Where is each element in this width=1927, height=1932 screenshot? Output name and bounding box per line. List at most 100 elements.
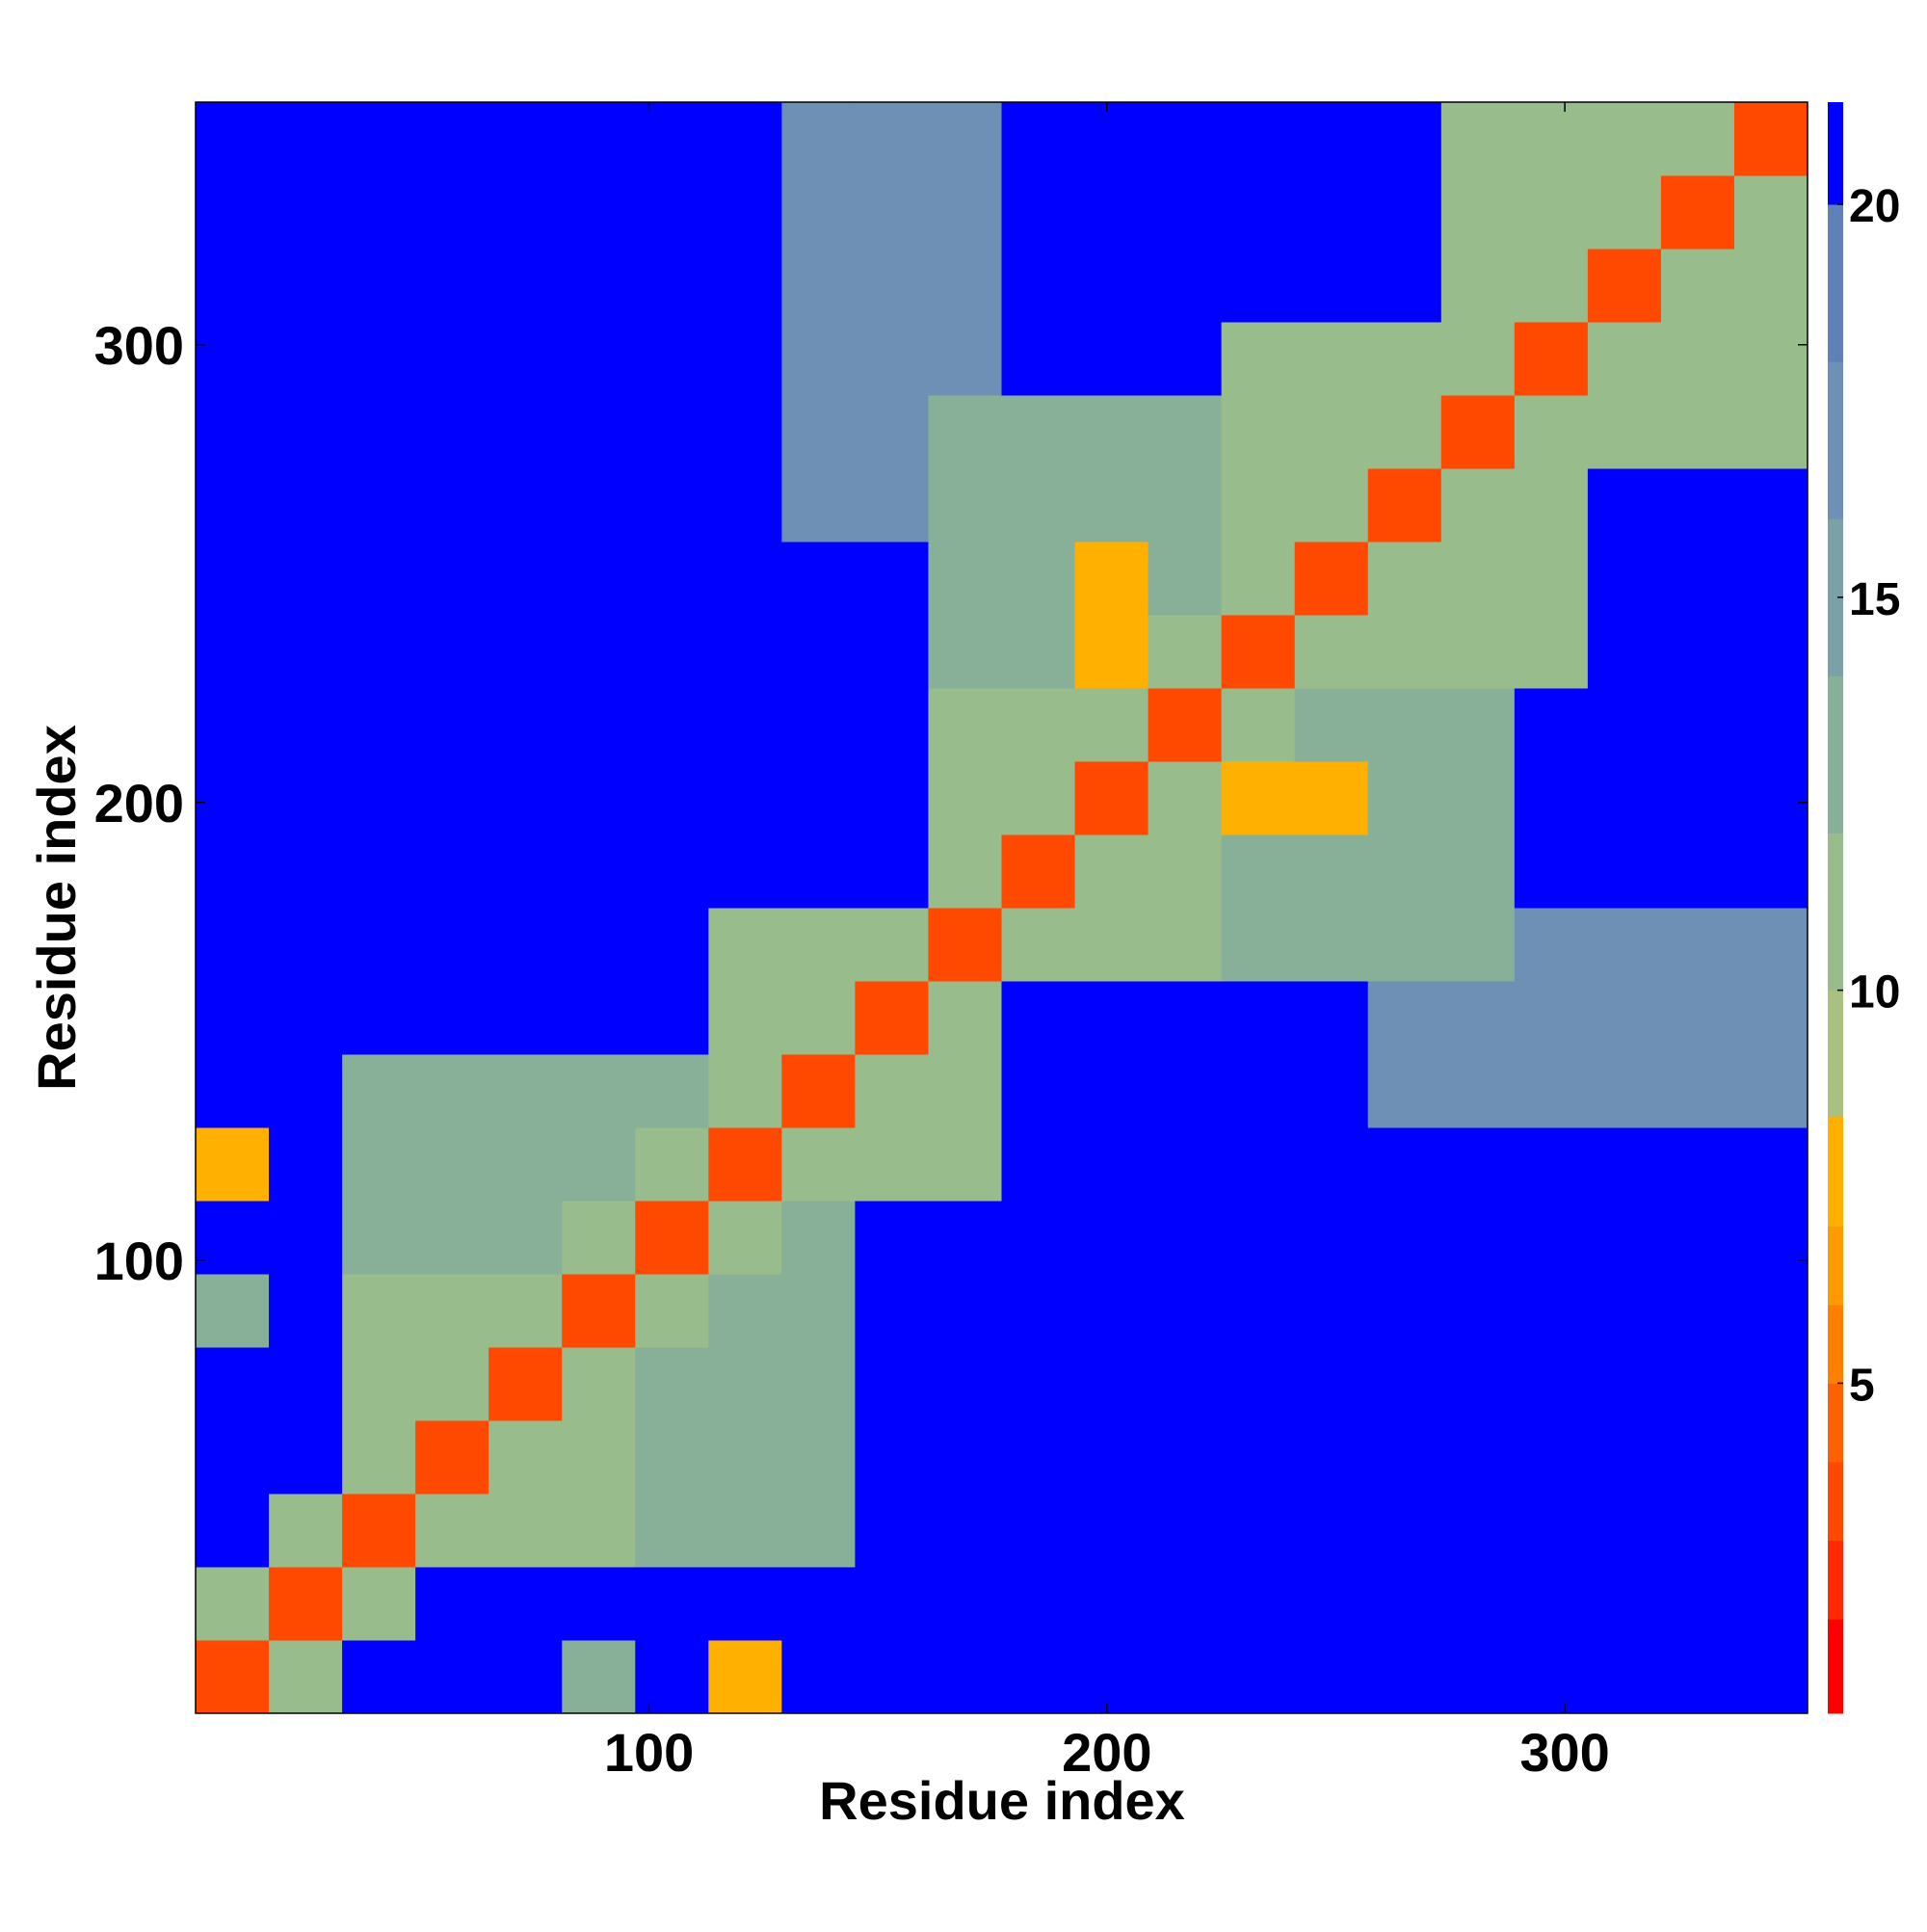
heatmap-cell — [1514, 615, 1589, 689]
heatmap-cell — [1221, 1494, 1296, 1568]
heatmap-cell — [342, 615, 416, 689]
heatmap-cell — [196, 908, 270, 982]
heatmap-cell — [1367, 542, 1442, 616]
heatmap-cell — [415, 981, 489, 1055]
heatmap-cell — [1733, 615, 1808, 689]
heatmap-cell — [928, 1640, 1002, 1714]
colorbar-segment — [1828, 1116, 1843, 1227]
heatmap-cell — [855, 1054, 929, 1128]
heatmap-cell — [855, 761, 929, 835]
heatmap-cell — [1001, 1420, 1076, 1495]
heatmap-cell — [488, 542, 563, 616]
colorbar-segment — [1828, 102, 1843, 205]
heatmap-cell — [1148, 1567, 1223, 1641]
heatmap-cell — [1148, 1054, 1223, 1128]
heatmap-cell — [1148, 102, 1223, 176]
heatmap-cell — [1221, 615, 1296, 689]
heatmap-cell — [781, 395, 856, 469]
heatmap-cell — [1587, 1274, 1662, 1348]
y-tick-label: 200 — [94, 773, 184, 834]
heatmap-cell — [1148, 1640, 1223, 1714]
heatmap-cell — [562, 1127, 636, 1202]
heatmap-cell — [1294, 688, 1369, 762]
heatmap-cell — [708, 468, 782, 543]
heatmap-cell — [781, 249, 856, 323]
heatmap-cell — [1367, 1201, 1442, 1275]
heatmap-cell — [928, 249, 1002, 323]
heatmap-cell — [488, 688, 563, 762]
heatmap-cell — [1660, 322, 1735, 396]
heatmap-cell — [1587, 1054, 1662, 1128]
heatmap-cell — [1440, 542, 1516, 616]
heatmap-cell — [342, 1274, 416, 1348]
heatmap-cell — [928, 1420, 1002, 1495]
heatmap-cell — [781, 834, 856, 909]
heatmap-cell — [342, 395, 416, 469]
heatmap-cell — [708, 395, 782, 469]
heatmap-cell — [1221, 468, 1296, 543]
heatmap-cell — [415, 615, 489, 689]
heatmap-cell — [1733, 249, 1808, 323]
heatmap-cell — [781, 1494, 856, 1568]
heatmap-cell — [708, 249, 782, 323]
heatmap-cell — [1514, 322, 1589, 396]
heatmap-cell — [781, 908, 856, 982]
heatmap-cell — [1587, 615, 1662, 689]
heatmap-cell — [196, 175, 270, 250]
y-tick-label: 300 — [94, 315, 184, 376]
colorbar-segment — [1828, 361, 1843, 519]
heatmap-cell — [708, 981, 782, 1055]
heatmap-cell — [635, 322, 709, 396]
heatmap-cell — [269, 1494, 343, 1568]
heatmap-cell — [781, 1420, 856, 1495]
heatmap-cell — [415, 1127, 489, 1202]
heatmap-cell — [269, 615, 343, 689]
heatmap-cell — [196, 834, 270, 909]
heatmap-cell — [1587, 981, 1662, 1055]
heatmap-cell — [1733, 395, 1808, 469]
heatmap-cell — [1733, 1494, 1808, 1568]
heatmap-cell — [1733, 322, 1808, 396]
heatmap-cell — [1148, 1274, 1223, 1348]
heatmap-cell — [1221, 322, 1296, 396]
heatmap-cell — [342, 1201, 416, 1275]
heatmap-cell — [488, 1054, 563, 1128]
heatmap-cell — [196, 1274, 270, 1348]
heatmap-cell — [708, 1054, 782, 1128]
heatmap-cell — [1001, 249, 1076, 323]
heatmap-cell — [1660, 1054, 1735, 1128]
heatmap-cell — [1367, 1054, 1442, 1128]
heatmap-cell — [196, 981, 270, 1055]
heatmap-cell — [1660, 688, 1735, 762]
heatmap-cell — [1148, 1420, 1223, 1495]
heatmap-cell — [1733, 761, 1808, 835]
heatmap-cell — [1587, 1567, 1662, 1641]
heatmap-cell — [635, 981, 709, 1055]
heatmap-cell — [196, 102, 270, 176]
heatmap-cell — [342, 322, 416, 396]
heatmap-cell — [562, 908, 636, 982]
heatmap-cell — [1733, 981, 1808, 1055]
heatmap-cell — [855, 1127, 929, 1202]
heatmap-cell — [269, 1201, 343, 1275]
heatmap-cell — [269, 981, 343, 1055]
heatmap-cell — [1733, 1567, 1808, 1641]
heatmap-cell — [781, 1567, 856, 1641]
colorbar-tick-label: 10 — [1849, 967, 1900, 1019]
colorbar-tick-label: 15 — [1849, 574, 1900, 625]
heatmap-cell — [855, 908, 929, 982]
heatmap-cell — [1074, 1420, 1149, 1495]
heatmap-cell — [196, 468, 270, 543]
heatmap-cell — [1221, 395, 1296, 469]
heatmap-cell — [1221, 1640, 1296, 1714]
heatmap-cell — [562, 981, 636, 1055]
heatmap-cell — [781, 1054, 856, 1128]
heatmap-cell — [1148, 1347, 1223, 1421]
heatmap-cell — [1660, 1347, 1735, 1421]
heatmap-cell — [1221, 908, 1296, 982]
heatmap-cell — [1440, 1127, 1516, 1202]
heatmap-cell — [635, 249, 709, 323]
heatmap-cell — [1733, 542, 1808, 616]
heatmap-cell — [1733, 908, 1808, 982]
